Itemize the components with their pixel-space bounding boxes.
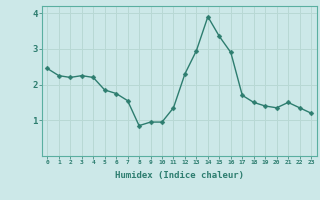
X-axis label: Humidex (Indice chaleur): Humidex (Indice chaleur) <box>115 171 244 180</box>
